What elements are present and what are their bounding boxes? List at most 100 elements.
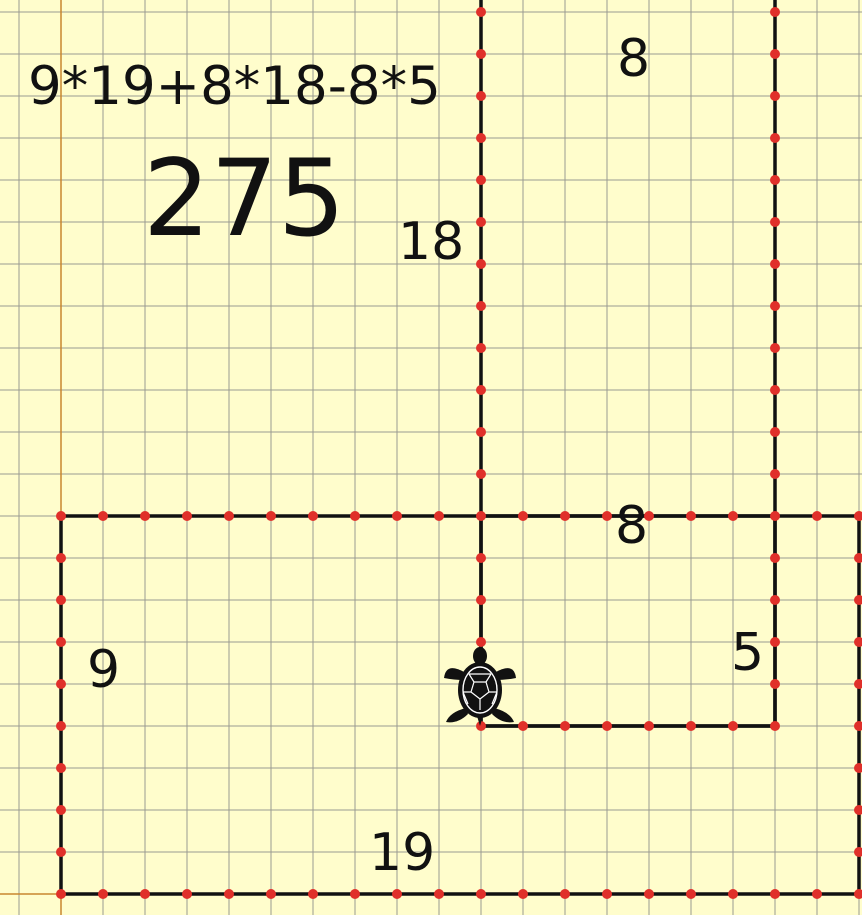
path-dot [476, 721, 486, 731]
path-dot [98, 511, 108, 521]
path-dot [476, 889, 486, 899]
path-dot [770, 595, 780, 605]
small-rect-width-label: 8 [615, 496, 649, 556]
path-dot [854, 595, 862, 605]
path-dot [140, 889, 150, 899]
small-rect-height-label: 5 [731, 623, 765, 683]
tall-rectangle [479, 0, 777, 728]
path-dot [770, 7, 780, 17]
path-dot [476, 259, 486, 269]
turtle-path-dots [56, 7, 862, 899]
path-dot [812, 511, 822, 521]
path-dot [434, 889, 444, 899]
path-dot [770, 469, 780, 479]
path-dot [770, 511, 780, 521]
path-dot [182, 511, 192, 521]
path-dot [56, 637, 66, 647]
path-dot [476, 217, 486, 227]
path-dot [350, 889, 360, 899]
path-dot [392, 511, 402, 521]
path-dot [770, 133, 780, 143]
path-dot [518, 511, 528, 521]
path-dot [602, 721, 612, 731]
path-dot [350, 511, 360, 521]
turtle-icon [444, 647, 516, 726]
path-dot [56, 721, 66, 731]
path-dot [476, 595, 486, 605]
path-dot [770, 49, 780, 59]
path-dot [686, 889, 696, 899]
path-dot [770, 385, 780, 395]
path-dot [854, 637, 862, 647]
path-dot [518, 721, 528, 731]
path-dot [770, 637, 780, 647]
big-rectangle [59, 514, 861, 896]
path-dot [770, 553, 780, 563]
big-rect-height-label: 9 [87, 640, 121, 700]
path-dot [476, 301, 486, 311]
path-dot [770, 679, 780, 689]
path-dot [770, 175, 780, 185]
path-dot [56, 679, 66, 689]
formula-text: 9*19+8*18-8*5 [28, 56, 441, 117]
path-dot [476, 385, 486, 395]
path-dot [308, 511, 318, 521]
path-dot [854, 553, 862, 563]
path-dot [602, 511, 612, 521]
path-dot [308, 889, 318, 899]
path-dot [56, 553, 66, 563]
path-dot [98, 889, 108, 899]
path-dot [224, 889, 234, 899]
path-dot [644, 511, 654, 521]
path-dot [56, 847, 66, 857]
small-overlap-rectangle [479, 514, 777, 728]
path-dot [518, 889, 528, 899]
path-dot [728, 511, 738, 521]
path-dot [854, 511, 862, 521]
path-dot [224, 511, 234, 521]
path-dot [266, 511, 276, 521]
path-dot [56, 511, 66, 521]
path-dot [476, 637, 486, 647]
path-dot [728, 721, 738, 731]
path-dot [602, 889, 612, 899]
path-dot [476, 175, 486, 185]
path-dot [770, 343, 780, 353]
path-dot [560, 511, 570, 521]
path-dot [770, 889, 780, 899]
path-dot [476, 511, 486, 521]
path-dot [686, 721, 696, 731]
path-dot [56, 595, 66, 605]
tall-rect-width-label: 8 [617, 29, 651, 89]
path-dot [644, 889, 654, 899]
path-dot [770, 301, 780, 311]
total-value: 275 [143, 137, 346, 260]
path-dot [854, 889, 862, 899]
path-dot [476, 49, 486, 59]
path-dot [476, 91, 486, 101]
path-dot [770, 721, 780, 731]
path-dot [434, 511, 444, 521]
tall-rect-height-label: 18 [398, 212, 465, 272]
big-rect-width-label: 19 [369, 823, 436, 883]
path-dot [560, 889, 570, 899]
path-dot [854, 763, 862, 773]
path-dot [854, 679, 862, 689]
path-dot [476, 133, 486, 143]
path-dot [266, 889, 276, 899]
path-dot [728, 889, 738, 899]
path-dot [854, 847, 862, 857]
path-dot [182, 889, 192, 899]
path-dot [476, 553, 486, 563]
path-dot [686, 511, 696, 521]
path-dot [140, 511, 150, 521]
path-dot [476, 7, 486, 17]
path-dot [56, 805, 66, 815]
path-dot [560, 721, 570, 731]
path-dot [812, 889, 822, 899]
rectangle-outlines [59, 0, 861, 896]
path-dot [476, 343, 486, 353]
path-dot [644, 721, 654, 731]
path-dot [392, 889, 402, 899]
